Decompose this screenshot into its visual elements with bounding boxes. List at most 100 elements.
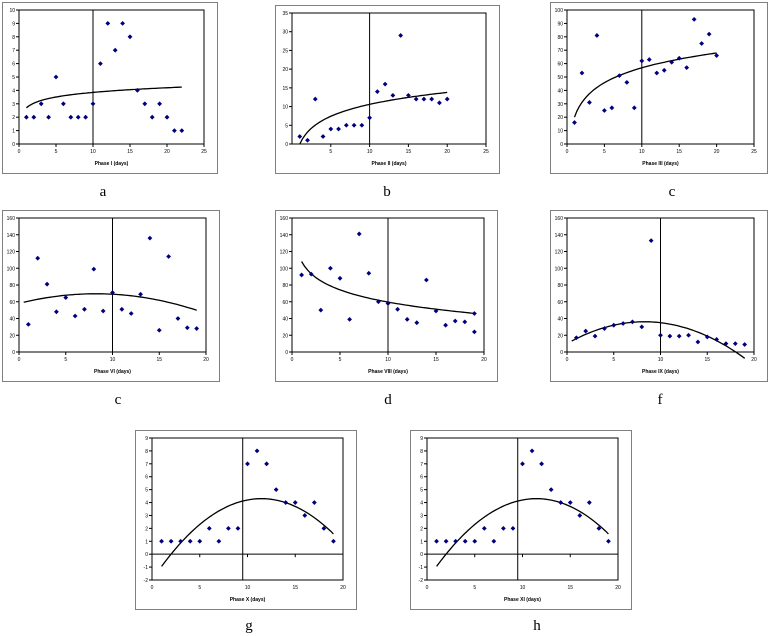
data-point (356, 231, 362, 237)
caption-d: d (384, 392, 392, 408)
data-point (406, 92, 411, 98)
data-point (611, 322, 617, 328)
data-point (398, 33, 404, 38)
trend-line (436, 497, 609, 567)
y-tick-label: 100 (555, 266, 564, 272)
y-tick-label: 7 (12, 48, 15, 54)
y-tick-label: 4 (420, 501, 423, 507)
chart-svg: -2 -1 0 1 2 3 4 5 6 7 8 9 0 5 10 15 20 Phase X (days) (135, 430, 357, 610)
data-point (178, 538, 184, 544)
data-point (197, 538, 203, 544)
y-tick-label: 8 (420, 449, 423, 455)
caption-g: g (245, 618, 253, 634)
data-point (654, 70, 660, 76)
y-tick-label: 7 (420, 462, 423, 468)
x-tick-label: 5 (55, 149, 58, 155)
y-tick-label: 15 (282, 86, 288, 92)
data-point (367, 115, 372, 121)
y-tick-label: 5 (420, 488, 423, 494)
x-tick-label: 20 (751, 357, 757, 363)
chart-frame (2, 210, 220, 382)
data-point (501, 525, 506, 531)
x-tick-label: 10 (639, 149, 645, 155)
y-tick-label: 0 (285, 350, 288, 356)
data-point (82, 306, 87, 312)
data-point (157, 101, 162, 107)
y-tick-label: 5 (12, 75, 15, 81)
y-tick-label: -2 (144, 578, 149, 584)
chart-frame (550, 210, 768, 382)
y-tick-label: 10 (9, 8, 15, 14)
x-tick-label: 15 (406, 149, 412, 155)
chart-svg: 0 20 40 60 80 100 120 140 160 0 5 10 15 20 Phase VI (d… (2, 210, 220, 382)
data-point (624, 79, 630, 85)
data-point (616, 73, 622, 79)
y-tick-label: 30 (557, 102, 563, 108)
data-point (273, 487, 279, 493)
data-point (321, 525, 327, 531)
y-tick-label: 80 (557, 283, 563, 289)
data-point (138, 291, 143, 297)
data-point (98, 61, 103, 66)
x-tick-label: 0 (18, 357, 21, 363)
data-point (331, 538, 336, 544)
x-tick-label: 10 (90, 149, 96, 155)
data-point (481, 525, 487, 531)
y-tick-label: 100 (280, 266, 289, 272)
x-tick-label: 5 (473, 585, 476, 591)
data-point (424, 277, 429, 283)
data-point (429, 96, 435, 102)
data-point (366, 270, 372, 276)
data-point (573, 335, 579, 341)
caption-c2: c (114, 392, 122, 408)
x-tick-label: 0 (566, 149, 569, 155)
caption-c: c (668, 184, 676, 200)
chart-panel-h: -2 -1 0 1 2 3 4 5 6 7 8 9 0 5 10 15 20 Phase XI (days) (410, 430, 632, 610)
data-point (572, 120, 577, 125)
chart-panel-a: 0 1 2 3 4 5 6 7 8 9 10 0 5 10 15 20 25 Phase I (days) (2, 2, 218, 174)
y-tick-label: 9 (420, 436, 423, 442)
data-point (376, 299, 381, 305)
y-tick-label: 90 (557, 21, 563, 27)
data-point (135, 88, 140, 93)
data-point (421, 96, 427, 102)
data-point (443, 322, 448, 328)
data-point (105, 21, 111, 26)
y-tick-label: 0 (560, 350, 563, 356)
data-point (311, 500, 317, 505)
data-point (548, 487, 554, 493)
trend-line (26, 86, 182, 109)
chart-frame (2, 2, 218, 174)
data-point (68, 114, 74, 120)
data-point (25, 321, 31, 327)
data-point (100, 308, 106, 314)
data-point (529, 448, 535, 454)
x-tick-label: 5 (339, 357, 342, 363)
x-tick-label: 0 (426, 585, 429, 591)
data-point (184, 325, 190, 331)
y-tick-label: 1 (420, 539, 423, 545)
data-point (558, 500, 564, 505)
x-tick-label: 15 (676, 149, 682, 155)
data-point (159, 538, 164, 544)
y-tick-label: 2 (12, 115, 15, 121)
y-tick-label: 40 (282, 317, 288, 323)
data-point (539, 461, 544, 467)
y-tick-label: 60 (557, 300, 563, 306)
data-point (328, 126, 334, 132)
y-tick-label: 2 (145, 526, 148, 532)
data-point (742, 342, 748, 347)
data-point (704, 334, 710, 340)
data-point (308, 271, 314, 277)
x-tick-label: 0 (291, 357, 294, 363)
y-tick-label: 160 (555, 216, 564, 222)
data-point (630, 319, 635, 325)
x-tick-label: 15 (433, 357, 439, 363)
data-point (658, 332, 663, 338)
y-tick-label: 2 (420, 526, 423, 532)
x-axis-label: Phase III (days) (642, 161, 679, 167)
data-point (90, 101, 96, 107)
y-tick-label: 20 (9, 333, 15, 339)
data-point (168, 538, 174, 544)
x-tick-label: 5 (64, 357, 67, 363)
